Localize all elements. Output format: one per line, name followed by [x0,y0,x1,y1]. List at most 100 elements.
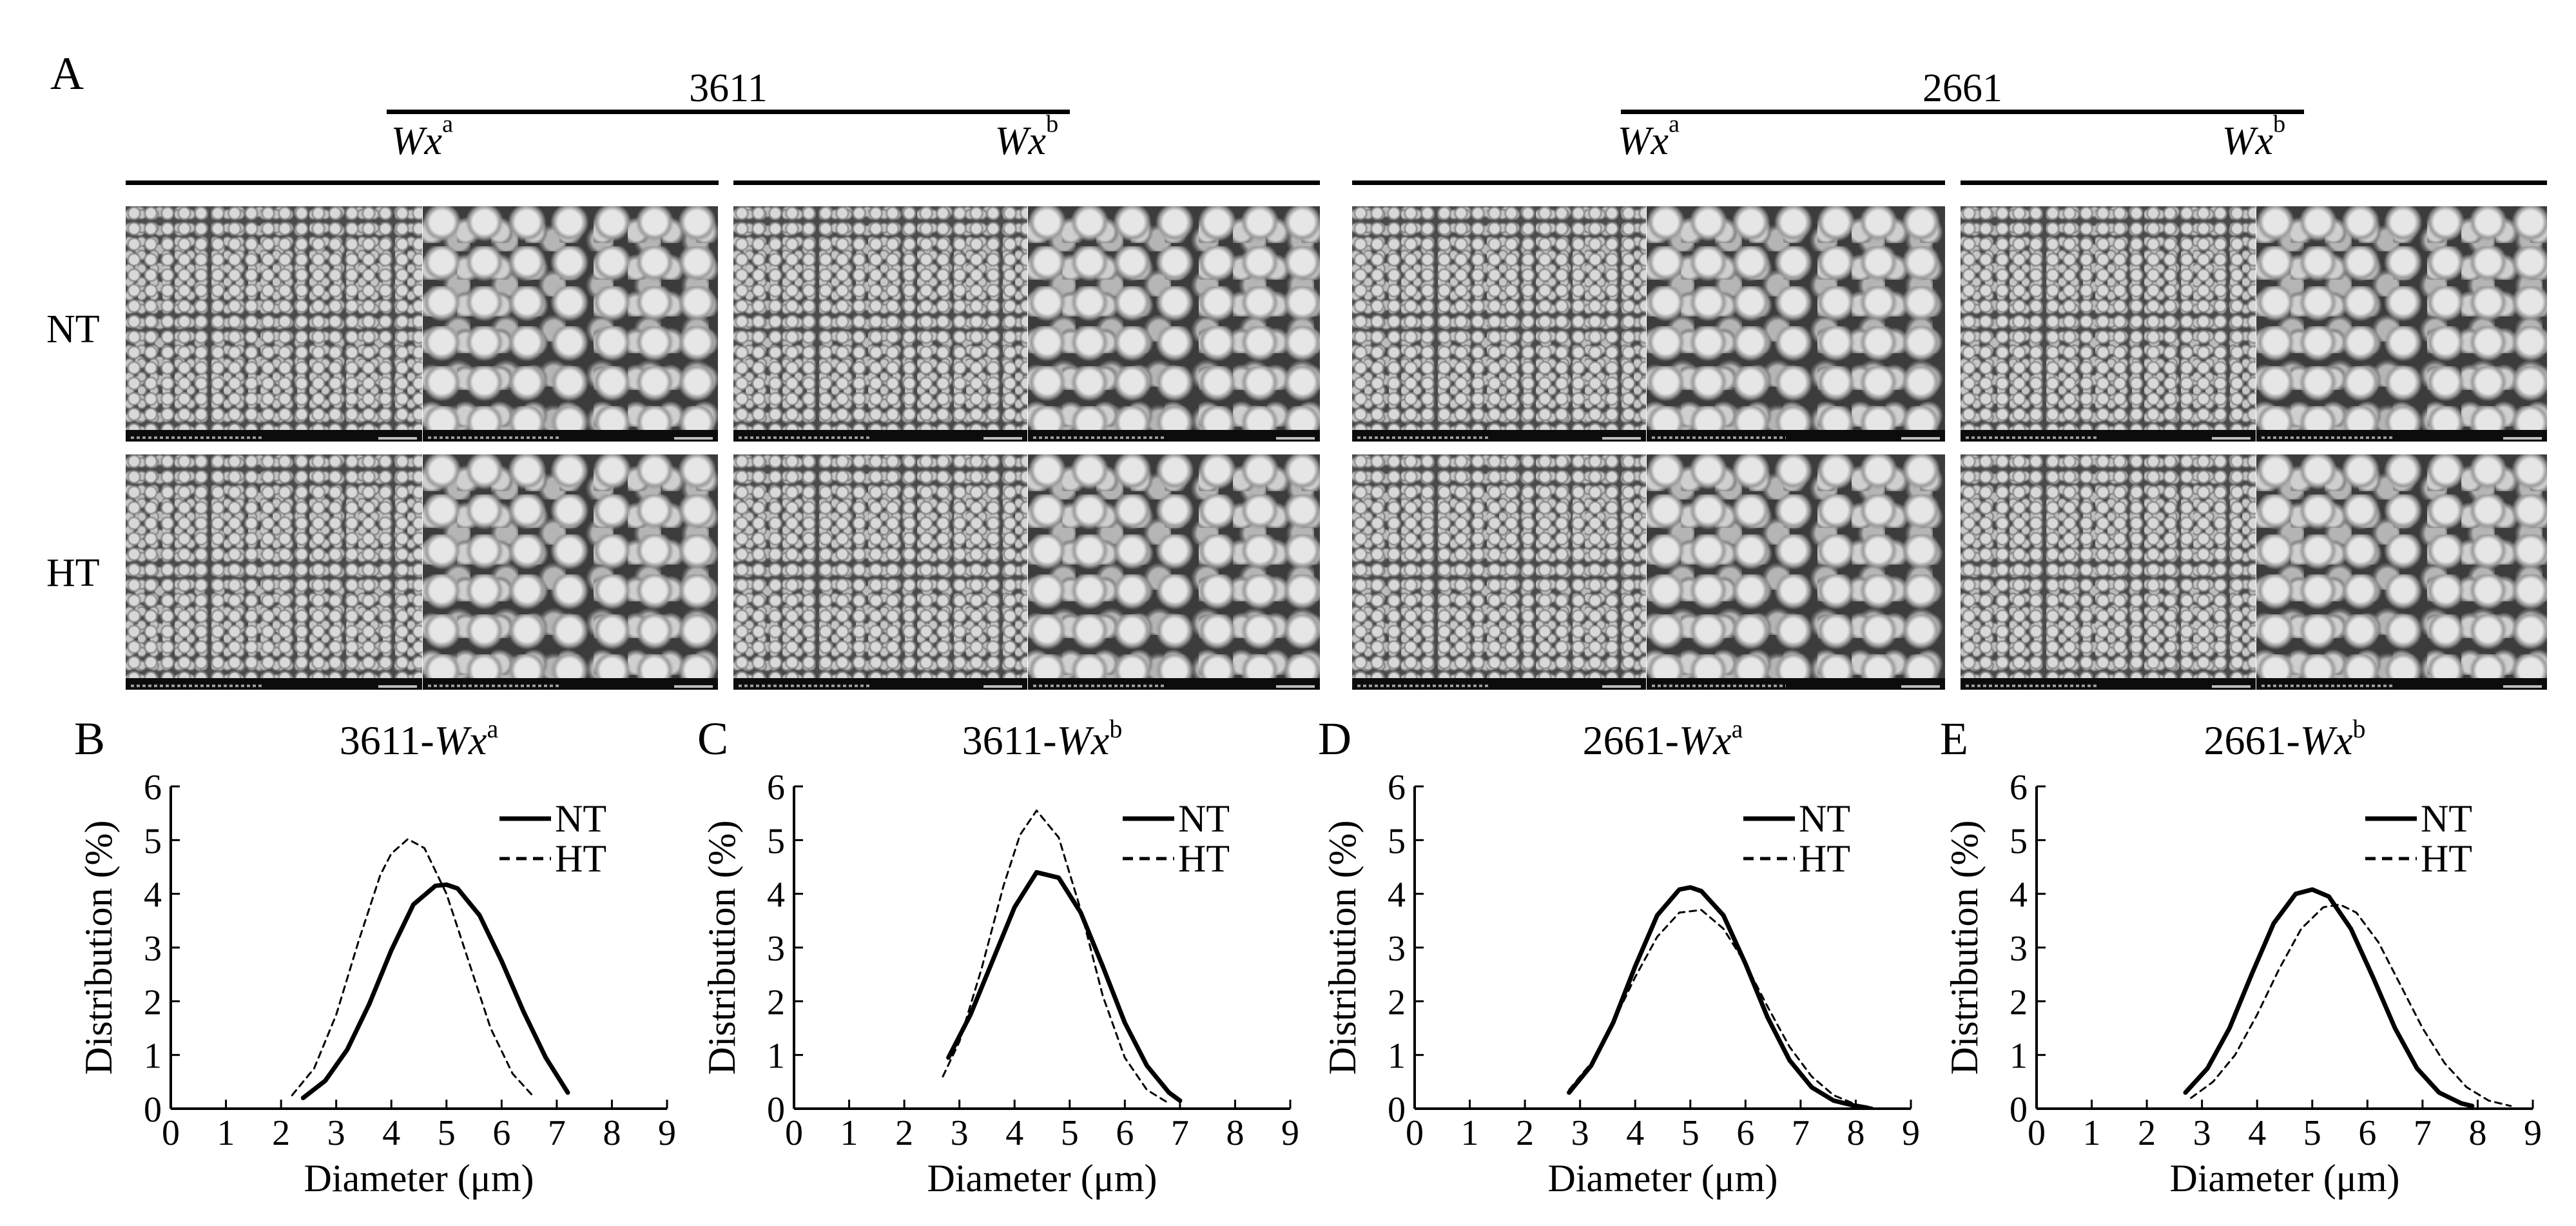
panel-c-y-tick-label: 3 [767,929,785,969]
panel-e-x-tick-label: 9 [2524,1113,2542,1153]
sem-image-3611-wxb-nt-high [1028,206,1320,442]
panel-c-x-tick-label: 2 [895,1113,913,1153]
panel-d-x-tick-label: 9 [1902,1113,1920,1153]
genotype-bar-3611-wxa [126,180,719,185]
panel-d-x-tick-label: 0 [1406,1113,1424,1153]
panel-c-x-tick-label: 5 [1061,1113,1079,1153]
panel-e-label: E [1940,713,1968,764]
sem-image-2661-wxa-ht-low [1352,454,1646,690]
panel-b-series-nt [300,882,570,1100]
group-label-3611: 3611 [689,66,768,110]
panel-e-y-axis-label: Distribution (%) [1943,821,1986,1075]
panel-e-y-tick-label: 6 [2009,768,2028,808]
panel-c-y-tick-label: 1 [767,1036,785,1076]
panel-c-x-tick-label: 7 [1171,1113,1189,1153]
panel-d-legend-label-nt: NT [1799,797,1850,840]
panel-d-y-tick-label: 5 [1388,821,1406,861]
panel-e-y-tick-label: 1 [2009,1036,2028,1076]
panel-e-x-tick-label: 4 [2248,1113,2266,1153]
panel-c-y-axis-label: Distribution (%) [701,821,743,1075]
panel-e-x-tick-label: 5 [2303,1113,2321,1153]
panel-c-y-tick-label: 5 [767,821,785,861]
panel-b-y-tick-label: 2 [144,982,162,1022]
panel-d-y-tick-label: 2 [1388,982,1406,1022]
panel-d-y-tick-label: 0 [1388,1090,1406,1130]
sem-image-3611-wxa-nt-high [423,206,718,442]
panel-d-x-tick-label: 7 [1792,1113,1810,1153]
panel-e-x-tick-label: 7 [2414,1113,2432,1153]
panel-b-y-tick-label: 5 [144,821,162,861]
panel-c-x-tick-label: 9 [1281,1113,1299,1153]
panel-c-y-tick-label: 0 [767,1090,785,1130]
sem-image-2661-wxb-nt-high [2256,206,2547,442]
sem-image-2661-wxb-ht-high [2256,454,2547,690]
panel-e-series-nt [2183,887,2475,1109]
panel-e-x-tick-label: 1 [2083,1113,2101,1153]
panel-c-legend-label-nt: NT [1178,797,1230,840]
genotype-label-3611-wxa: Wxa [391,110,454,163]
panel-c-x-tick-label: 6 [1116,1113,1134,1153]
sem-image-2661-wxb-nt-low [1961,206,2256,442]
panel-b-x-tick-label: 1 [217,1113,235,1153]
row-label-nt: NT [46,307,100,351]
panel-c-x-axis-label: Diameter (μm) [927,1157,1157,1200]
genotype-label-3611-wxb: Wxb [994,110,1059,163]
panel-d-x-axis-label: Diameter (μm) [1547,1157,1777,1200]
panel-d-legend-label-ht: HT [1799,837,1850,880]
panel-c-series-ht [942,810,1170,1105]
sem-image-2661-wxb-ht-low [1961,454,2256,690]
panel-c-legend-label-ht: HT [1178,837,1230,880]
panel-e-x-tick-label: 0 [2028,1113,2046,1153]
panel-d-y-tick-label: 6 [1388,768,1406,808]
panel-b-series-ht [291,838,536,1099]
panel-d-y-tick-label: 1 [1388,1036,1406,1076]
panel-b-y-tick-label: 3 [144,929,162,969]
panel-e-x-axis-label: Diameter (μm) [2169,1157,2399,1200]
panel-b-y-tick-label: 0 [144,1090,162,1130]
panel-d-x-tick-label: 4 [1626,1113,1644,1153]
panel-e-y-tick-label: 2 [2009,982,2028,1022]
panel-b-y-tick-label: 1 [144,1036,162,1076]
panel-e-series-ht [2190,903,2512,1107]
genotype-bar-2661-wxa [1352,180,1945,185]
panel-b-x-tick-label: 7 [548,1113,566,1153]
panel-d-title: 2661-Wxa [1583,714,1743,763]
sem-image-2661-wxa-nt-low [1352,206,1646,442]
panel-d-series-nt [1567,885,1870,1110]
panel-b-x-axis-label: Diameter (μm) [304,1157,534,1200]
sem-image-3611-wxa-ht-low [126,454,422,690]
group-label-2661: 2661 [1922,66,2002,110]
sem-image-2661-wxa-ht-high [1647,454,1945,690]
panel-b-legend-label-nt: NT [555,797,606,840]
panel-c-label: C [697,713,728,764]
panel-c-series-nt [946,870,1183,1103]
panel-c-x-tick-label: 4 [1005,1113,1023,1153]
panel-b-title: 3611-Wxa [340,714,499,763]
panel-b-y-axis-label: Distribution (%) [77,821,120,1075]
sem-image-3611-wxb-nt-low [733,206,1027,442]
genotype-label-2661-wxb: Wxb [2222,110,2286,163]
panel-b-x-tick-label: 4 [382,1113,400,1153]
panel-e-x-tick-label: 2 [2138,1113,2156,1153]
panel-c-x-tick-label: 1 [840,1113,858,1153]
panel-e-y-tick-label: 0 [2009,1090,2028,1130]
panel-c-y-tick-label: 2 [767,982,785,1022]
panel-e-legend-label-nt: NT [2421,797,2472,840]
genotype-bar-3611-wxb [733,180,1320,185]
panel-d-x-tick-label: 1 [1461,1113,1479,1153]
panel-d-x-tick-label: 2 [1516,1113,1534,1153]
panel-d-series-ht [1568,909,1874,1109]
panel-e-legend-label-ht: HT [2421,837,2472,880]
panel-e-x-tick-label: 3 [2193,1113,2211,1153]
panel-e-x-tick-label: 8 [2468,1113,2486,1153]
panel-c-x-tick-label: 3 [951,1113,969,1153]
panel-b-x-tick-label: 8 [603,1113,621,1153]
group-bar-3611 [387,110,1070,114]
panel-e-y-tick-label: 3 [2009,929,2028,969]
sem-image-2661-wxa-nt-high [1647,206,1945,442]
panel-b-x-tick-label: 6 [492,1113,510,1153]
panel-b-y-tick-label: 6 [144,768,162,808]
panel-b-legend-label-ht: HT [555,837,606,880]
sem-image-3611-wxa-nt-low [126,206,422,442]
